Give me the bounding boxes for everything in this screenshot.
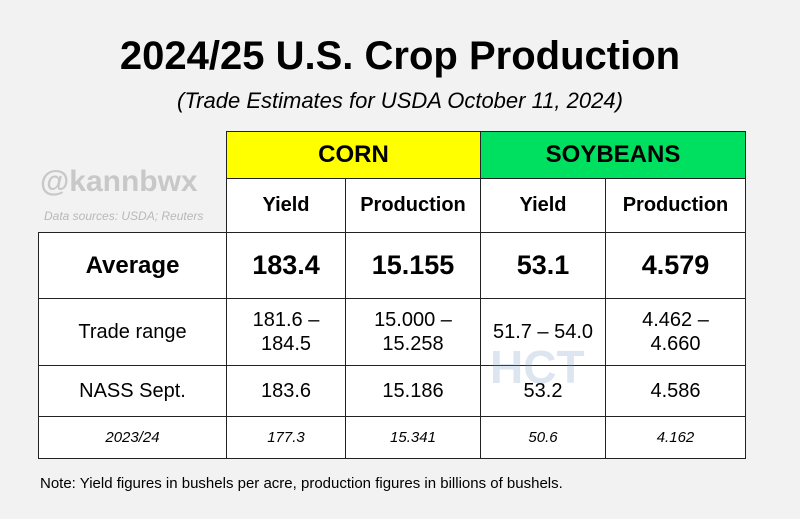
- cell-text: 183.4: [252, 250, 320, 280]
- cell-text: 50.6: [528, 429, 558, 446]
- table-cell: 15.000 –15.258: [345, 298, 481, 366]
- cell-text: 15.186: [382, 379, 444, 402]
- table-cell: 4.462 –4.660: [605, 298, 746, 366]
- watermark-logo: HCT: [490, 341, 585, 393]
- cell-text: 15.341: [390, 429, 436, 446]
- group-header: CORN: [226, 131, 481, 179]
- cell-text: 4.162: [656, 429, 695, 446]
- cell-text: 53.1: [516, 250, 570, 280]
- cell-text: 51.7 – 54.0: [492, 321, 594, 343]
- data-sources: Data sources: USDA; Reuters: [44, 209, 204, 223]
- cell-text: 184.5: [260, 333, 312, 355]
- cell-text: 183.6: [260, 379, 312, 402]
- table-cell: 4.162: [605, 416, 746, 459]
- table-cell: 51.7 – 54.0: [480, 298, 606, 366]
- table-cell: 181.6 –184.5: [226, 298, 346, 366]
- cell-text: 177.3: [267, 429, 305, 446]
- row-label: 2023/24: [105, 429, 160, 446]
- subtitle: (Trade Estimates for USDA October 11, 20…: [177, 88, 623, 113]
- column-label: Production: [360, 194, 466, 216]
- table-cell: 4.579: [605, 232, 746, 299]
- column-label: Production: [622, 194, 729, 216]
- column-label: Yield: [262, 194, 310, 216]
- column-header: Production: [605, 178, 746, 233]
- table-cell: 15.186: [345, 365, 481, 417]
- table-cell: 53.1: [480, 232, 606, 299]
- note: Note: Yield figures in bushels per acre,…: [40, 475, 563, 492]
- watermark-handle: @kannbwx: [40, 165, 198, 198]
- row-header: Average: [38, 232, 227, 299]
- table-cell: 183.4: [226, 232, 346, 299]
- title: 2024/25 U.S. Crop Production: [119, 34, 681, 78]
- row-header: Trade range: [38, 298, 227, 366]
- table-cell: 183.6: [226, 365, 346, 417]
- column-header: Production: [345, 178, 481, 233]
- group-header: SOYBEANS: [480, 131, 746, 179]
- table-cell: 177.3: [226, 416, 346, 459]
- group-label: CORN: [318, 141, 389, 168]
- table-cell: 4.586: [605, 365, 746, 417]
- cell-text: 4.660: [650, 333, 701, 355]
- row-label: Average: [85, 251, 180, 279]
- table-cell: 50.6: [480, 416, 606, 459]
- table-cell: 15.341: [345, 416, 481, 459]
- cell-text: 15.258: [382, 333, 444, 355]
- table-cell: 15.155: [345, 232, 481, 299]
- cell-text: 53.2: [523, 379, 563, 402]
- cell-text: 4.579: [641, 250, 710, 280]
- row-header: 2023/24: [38, 416, 227, 459]
- cell-text: 181.6 –: [252, 309, 320, 331]
- group-label: SOYBEANS: [545, 141, 681, 168]
- column-header: Yield: [480, 178, 606, 233]
- row-label: NASS Sept.: [79, 379, 186, 402]
- row-label: Trade range: [78, 321, 187, 343]
- cell-text: 15.000 –: [374, 309, 452, 331]
- column-header: Yield: [226, 178, 346, 233]
- cell-text: 15.155: [371, 250, 455, 280]
- column-label: Yield: [519, 194, 567, 216]
- cell-text: 4.586: [650, 379, 701, 402]
- cell-text: 4.462 –: [642, 309, 709, 331]
- row-header: NASS Sept.: [38, 365, 227, 417]
